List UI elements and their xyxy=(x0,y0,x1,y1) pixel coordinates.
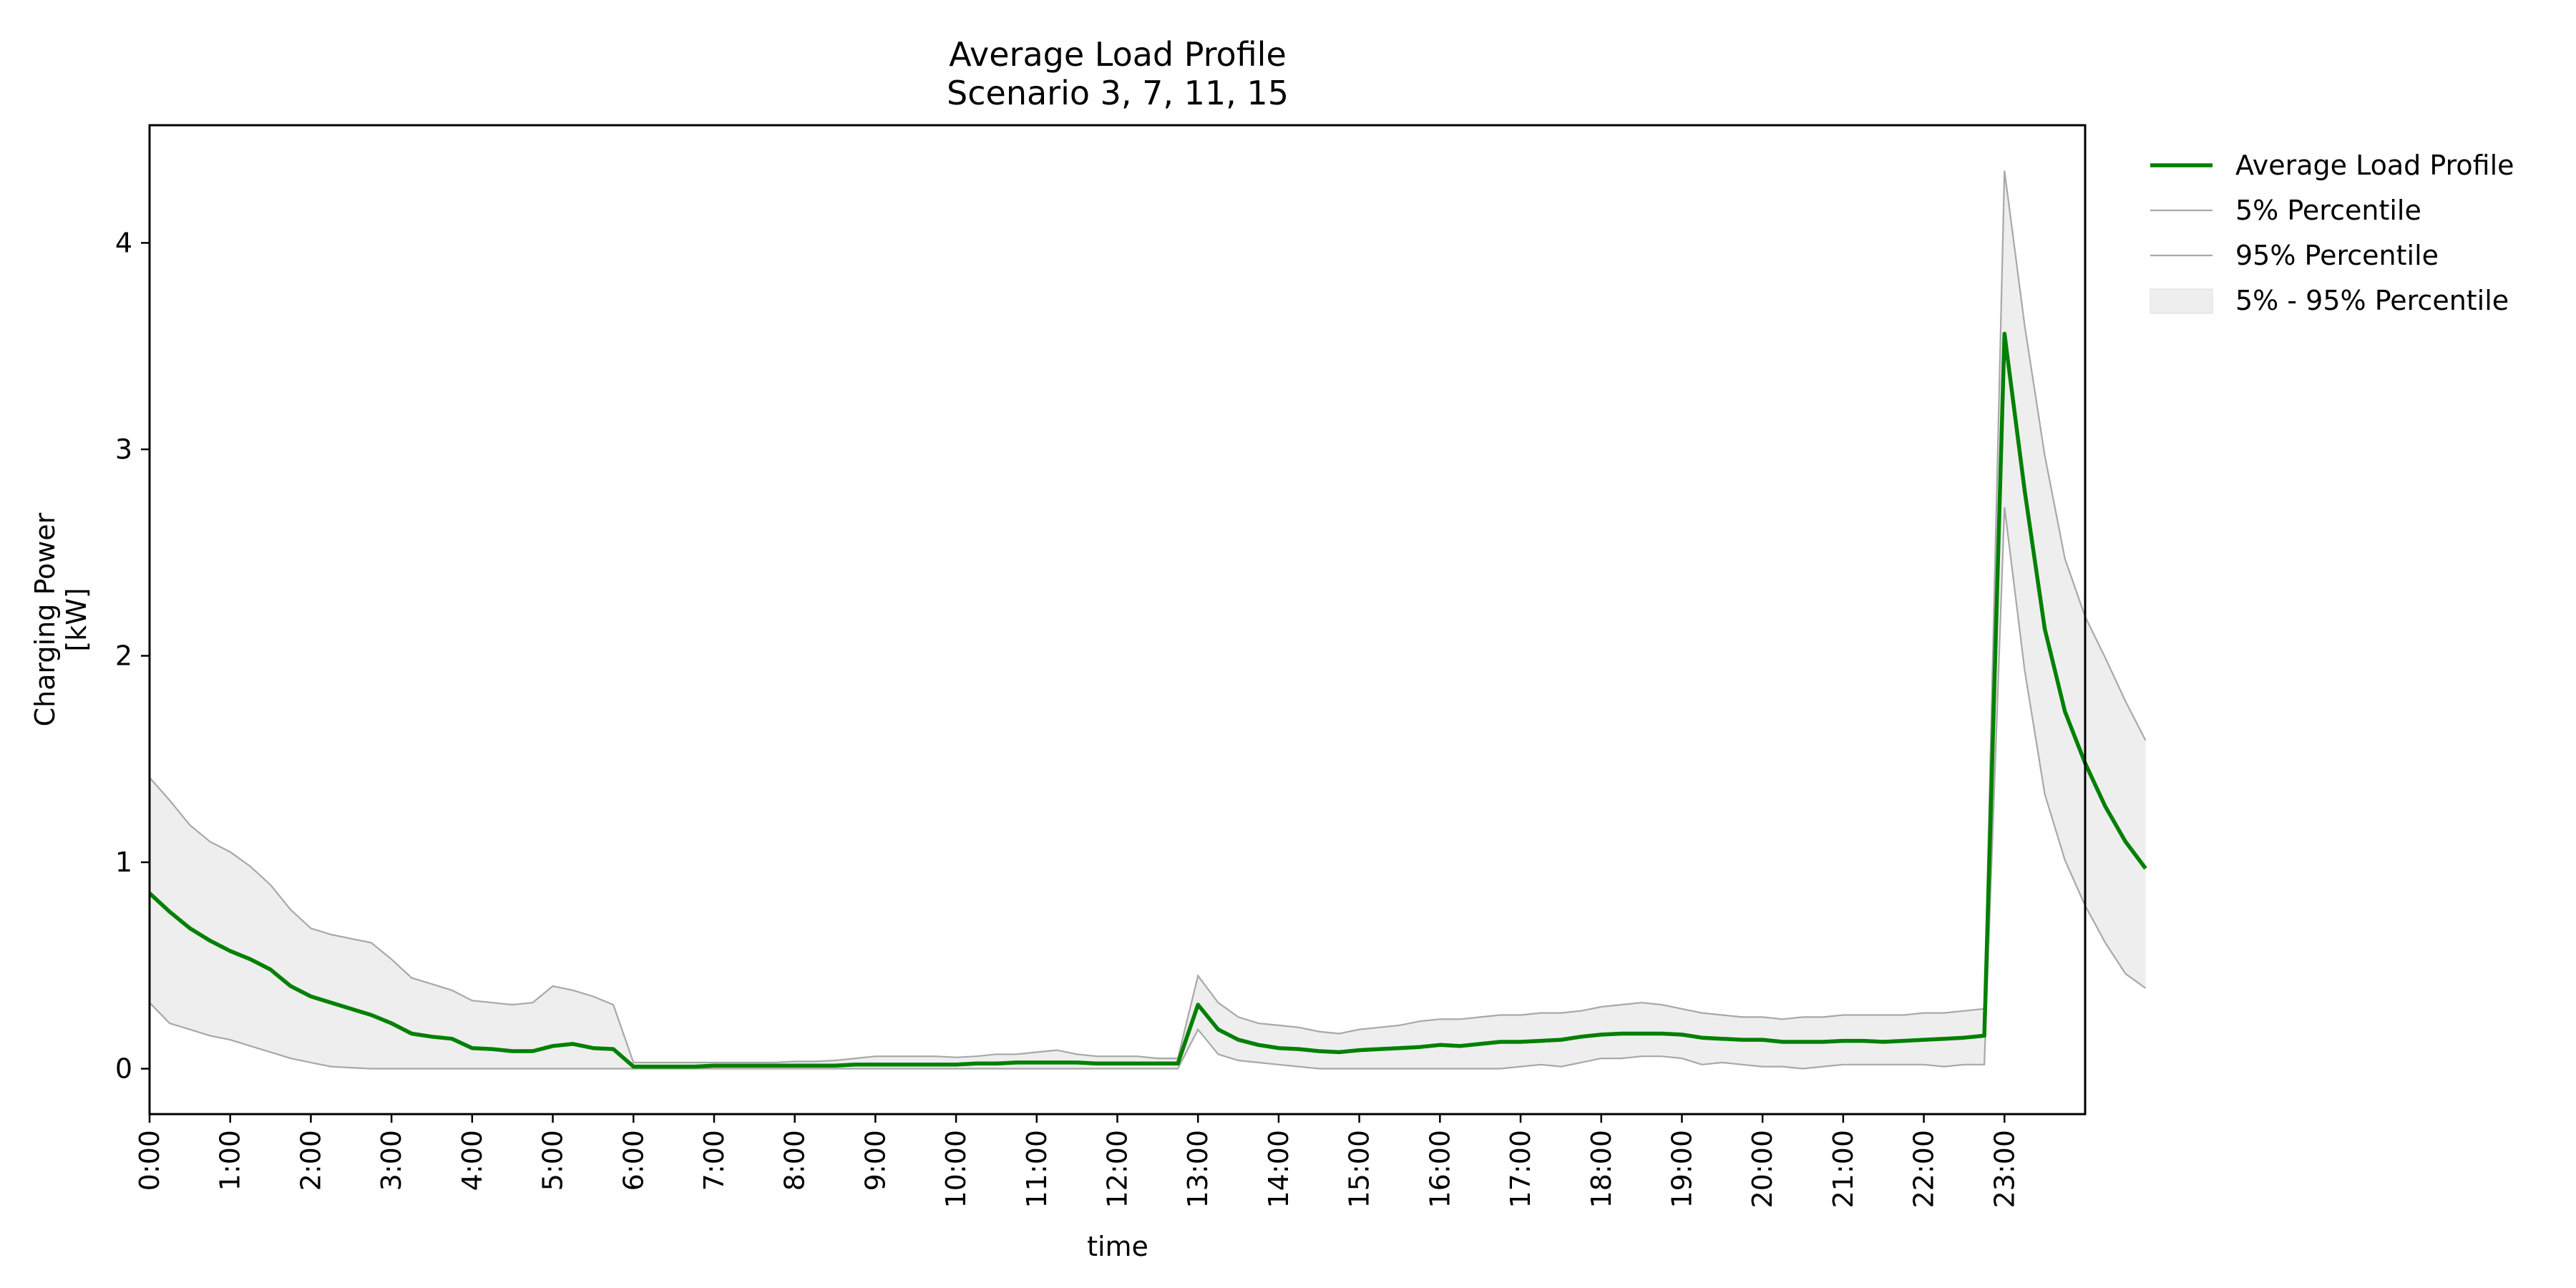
x-tick-label: 7:00 xyxy=(698,1130,730,1191)
x-tick-label: 14:00 xyxy=(1263,1130,1294,1209)
x-tick-label: 17:00 xyxy=(1505,1130,1536,1209)
x-tick-label: 13:00 xyxy=(1182,1130,1214,1209)
x-tick-label: 16:00 xyxy=(1424,1130,1455,1209)
y-axis: 0 1 2 3 4 xyxy=(115,227,150,1084)
x-axis-label: time xyxy=(1087,1231,1148,1262)
x-tick-label: 11:00 xyxy=(1021,1130,1053,1209)
plot-area xyxy=(150,125,2146,1114)
x-tick-label: 2:00 xyxy=(295,1130,326,1191)
x-tick-label: 9:00 xyxy=(859,1130,891,1191)
x-tick-label: 15:00 xyxy=(1344,1130,1375,1209)
legend-label-p5: 5% Percentile xyxy=(2235,195,2421,226)
y-axis-unit: [kW] xyxy=(61,587,92,651)
legend: Average Load Profile 5% Percentile 95% P… xyxy=(2150,150,2514,316)
y-tick-label: 0 xyxy=(115,1053,132,1085)
x-tick-label: 21:00 xyxy=(1828,1130,1859,1209)
x-tick-label: 18:00 xyxy=(1586,1130,1617,1209)
p95-line xyxy=(150,171,2146,1063)
x-tick-label: 22:00 xyxy=(1908,1130,1940,1209)
x-tick-label: 12:00 xyxy=(1102,1130,1133,1209)
average-line xyxy=(150,333,2146,1066)
x-tick-label: 23:00 xyxy=(1989,1130,2020,1209)
chart-subtitle: Scenario 3, 7, 11, 15 xyxy=(947,74,1289,112)
x-tick-label: 19:00 xyxy=(1666,1130,1697,1209)
legend-label-band: 5% - 95% Percentile xyxy=(2235,285,2509,316)
y-tick-label: 2 xyxy=(115,640,132,671)
percentile-band xyxy=(150,171,2146,1069)
y-tick-label: 4 xyxy=(115,227,132,258)
x-tick-label: 4:00 xyxy=(457,1130,488,1191)
y-tick-label: 1 xyxy=(115,847,132,878)
x-axis: 0:00 1:00 2:00 3:00 4:00 5:00 6:00 7:00 8:00 9:00… xyxy=(134,1114,2020,1209)
chart-title: Average Load Profile xyxy=(949,35,1287,74)
p5-line xyxy=(150,507,2146,1069)
legend-swatch-band xyxy=(2150,289,2212,313)
legend-label-average: Average Load Profile xyxy=(2235,150,2514,181)
legend-label-p95: 95% Percentile xyxy=(2235,240,2439,271)
x-tick-label: 0:00 xyxy=(134,1130,165,1191)
x-tick-label: 5:00 xyxy=(537,1130,569,1191)
plot-frame xyxy=(150,125,2085,1114)
y-axis-label: Charging Power xyxy=(29,512,61,726)
x-tick-label: 10:00 xyxy=(940,1130,972,1209)
x-tick-label: 3:00 xyxy=(376,1130,407,1191)
x-tick-label: 1:00 xyxy=(215,1130,246,1191)
x-tick-label: 6:00 xyxy=(618,1130,649,1191)
x-tick-label: 20:00 xyxy=(1747,1130,1778,1209)
y-tick-label: 3 xyxy=(115,434,132,465)
x-tick-label: 8:00 xyxy=(779,1130,811,1191)
